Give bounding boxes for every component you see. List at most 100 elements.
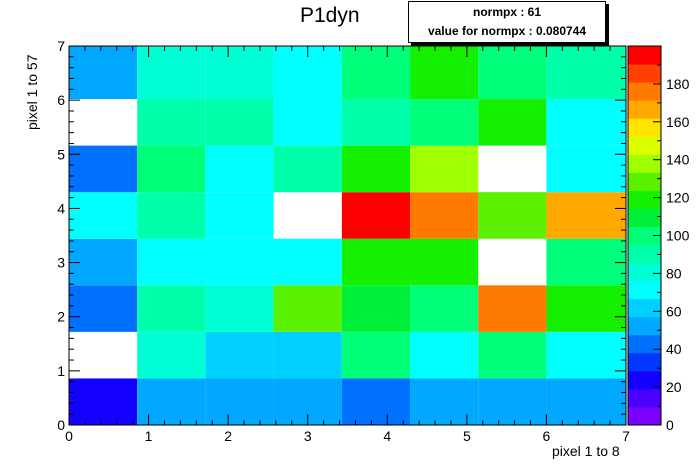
colorbar-tick-label: 160 xyxy=(666,114,690,130)
colorbar-band xyxy=(628,64,661,83)
heatmap-cell xyxy=(410,331,479,379)
colorbar-tick-label: 60 xyxy=(666,303,682,319)
heatmap-cell xyxy=(546,192,626,239)
colorbar-band xyxy=(628,370,661,390)
colorbar-tick-label: 0 xyxy=(666,417,674,433)
heatmap-cell xyxy=(546,238,626,286)
x-tick-label: 5 xyxy=(463,428,471,444)
heatmap-cell xyxy=(410,238,479,286)
colorbar-tick-label: 120 xyxy=(666,190,690,206)
heatmap-cell xyxy=(341,331,411,379)
x-axis-label: pixel 1 to 8 xyxy=(552,443,620,459)
heatmap-cell xyxy=(341,378,411,425)
heatmap-cell xyxy=(69,285,138,332)
x-tick-label: 6 xyxy=(543,428,551,444)
colorbar-band xyxy=(628,136,661,155)
colorbar-band xyxy=(628,406,661,426)
heatmap-cell xyxy=(341,285,411,332)
colorbar-band xyxy=(628,208,661,227)
heatmap-cell xyxy=(546,331,626,379)
y-tick-label: 4 xyxy=(57,200,65,216)
chart-title: P1dyn xyxy=(300,4,360,27)
heatmap-cell xyxy=(546,378,626,425)
heatmap-cell xyxy=(273,99,342,146)
stats-value: value for normpx : 0.080744 xyxy=(427,24,587,38)
colorbar-band xyxy=(628,46,661,65)
colorbar-band xyxy=(628,352,661,372)
y-tick-label: 0 xyxy=(57,417,65,433)
colorbar-band xyxy=(628,190,661,209)
heatmap-cell xyxy=(273,238,342,286)
y-tick-label: 5 xyxy=(57,146,65,162)
y-tick-label: 1 xyxy=(57,363,65,379)
heatmap-cell xyxy=(478,285,547,332)
heatmap-cell xyxy=(410,145,479,193)
heatmap-cell xyxy=(205,192,274,239)
y-tick-label: 7 xyxy=(57,38,65,54)
heatmap-cell xyxy=(205,331,274,379)
heatmap-cell xyxy=(273,145,342,193)
colorbar-band xyxy=(628,154,661,173)
heatmap-cell xyxy=(410,285,479,332)
colorbar-band xyxy=(628,118,661,137)
x-tick-label: 4 xyxy=(383,428,391,444)
heatmap-cell xyxy=(273,331,342,379)
heatmap-cell xyxy=(137,238,206,286)
heatmap-cell xyxy=(546,99,626,146)
x-tick-label: 2 xyxy=(224,428,232,444)
heatmap-cell xyxy=(205,238,274,286)
heatmap-cell xyxy=(546,285,626,332)
heatmap-cell xyxy=(137,331,206,379)
heatmap-cell xyxy=(478,99,547,146)
heatmap-cell xyxy=(273,285,342,332)
heatmap-cell xyxy=(410,192,479,239)
colorbar-tick-label: 20 xyxy=(666,379,682,395)
colorbar-tick-label: 180 xyxy=(666,76,690,92)
heatmap-cell xyxy=(341,99,411,146)
heatmap-cell xyxy=(137,378,206,425)
x-tick-label: 1 xyxy=(145,428,153,444)
heatmap-cell xyxy=(137,145,206,193)
x-tick-label: 3 xyxy=(304,428,312,444)
heatmap-cell xyxy=(410,99,479,146)
colorbar-tick-label: 40 xyxy=(666,341,682,357)
colorbar-band xyxy=(628,82,661,101)
colorbar-band xyxy=(628,244,661,264)
stats-box: normpx : 61 value for normpx : 0.080744 xyxy=(408,1,606,43)
heatmap-cell xyxy=(137,46,206,100)
colorbar-band xyxy=(628,172,661,191)
y-tick-label: 6 xyxy=(57,92,65,108)
plot-frame xyxy=(68,45,627,426)
heatmap-cell xyxy=(410,378,479,425)
heatmap-cell xyxy=(478,331,547,379)
colorbar-band xyxy=(628,100,661,119)
heatmap-cell xyxy=(205,285,274,332)
heatmap-cell xyxy=(69,238,138,286)
y-tick-label: 3 xyxy=(57,255,65,271)
colorbar-tick-label: 140 xyxy=(666,152,690,168)
heatmap-cell xyxy=(137,99,206,146)
heatmap-cell xyxy=(205,378,274,425)
heatmap-cell xyxy=(205,46,274,100)
heatmap-cell xyxy=(410,46,479,100)
heatmap-cell xyxy=(478,378,547,425)
heatmap-cell xyxy=(546,46,626,100)
colorbar-band xyxy=(628,226,661,246)
colorbar-tick-label: 80 xyxy=(666,265,682,281)
heatmap-cell xyxy=(341,46,411,100)
y-axis-label: pixel 1 to 57 xyxy=(24,54,40,131)
heatmap-cell xyxy=(546,145,626,193)
heatmap-cell xyxy=(341,192,411,239)
colorbar-band xyxy=(628,388,661,408)
heatmap-cell xyxy=(69,46,138,100)
heatmap-cell xyxy=(341,145,411,193)
heatmap-cell xyxy=(478,192,547,239)
colorbar-band xyxy=(628,280,661,300)
heatmap-cell xyxy=(341,238,411,286)
heatmap-cell xyxy=(137,192,206,239)
heatmap-cell xyxy=(69,192,138,239)
heatmap-cell xyxy=(205,99,274,146)
heatmap-cell xyxy=(69,145,138,193)
x-tick-label: 0 xyxy=(65,428,73,444)
